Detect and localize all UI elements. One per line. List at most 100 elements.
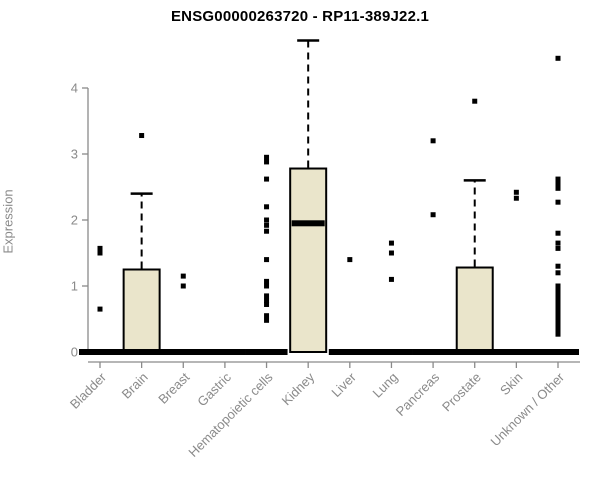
- median-line: [245, 349, 288, 355]
- x-tick-label: Bladder: [67, 369, 110, 412]
- outlier-point: [388, 240, 394, 246]
- chart-title: ENSG00000263720 - RP11-389J22.1: [170, 8, 430, 25]
- median-line: [328, 349, 371, 355]
- x-tick-label: Lung: [370, 370, 401, 401]
- outlier-point: [555, 326, 561, 332]
- x-tick-label: Brain: [119, 370, 151, 402]
- outlier-point: [264, 317, 270, 323]
- boxplot-unknown-other: [537, 55, 579, 355]
- median-line: [453, 349, 496, 355]
- median-line: [370, 349, 413, 355]
- outlier-point: [264, 228, 270, 234]
- outlier-point: [97, 245, 103, 251]
- boxplot-liver: [328, 257, 371, 355]
- y-tick-label: 3: [71, 147, 78, 162]
- median-line: [203, 349, 246, 355]
- outlier-point: [555, 270, 561, 276]
- x-tick-label: Prostate: [439, 370, 484, 415]
- outlier-point: [555, 245, 561, 251]
- outlier-point: [555, 319, 561, 325]
- median-line: [495, 349, 538, 355]
- outlier-point: [555, 230, 561, 236]
- outlier-point: [264, 204, 270, 210]
- y-tick-label: 1: [71, 279, 78, 294]
- outlier-point: [555, 313, 561, 319]
- outlier-point: [264, 217, 270, 223]
- outlier-point: [264, 278, 270, 284]
- median-line: [537, 349, 579, 355]
- outlier-point: [347, 257, 353, 263]
- x-tick-label: Pancreas: [393, 369, 443, 419]
- y-tick-label: 0: [71, 345, 78, 360]
- outlier-point: [513, 195, 519, 201]
- outlier-point: [139, 133, 145, 139]
- outlier-point: [264, 313, 270, 319]
- outlier-point: [555, 185, 561, 191]
- outlier-point: [264, 298, 270, 304]
- outlier-point: [472, 98, 478, 104]
- outlier-point: [180, 273, 186, 279]
- outlier-point: [264, 257, 270, 263]
- outlier-point: [430, 212, 436, 218]
- y-tick-label: 2: [71, 213, 78, 228]
- median-line: [79, 349, 121, 355]
- boxplot-gastric: [203, 349, 246, 355]
- boxplot-pancreas: [412, 138, 455, 355]
- outlier-point: [430, 138, 436, 144]
- outlier-point: [555, 331, 561, 337]
- median-line: [291, 220, 325, 227]
- outlier-point: [388, 276, 394, 282]
- box: [289, 167, 328, 353]
- outlier-point: [97, 250, 103, 256]
- boxplot-lung: [370, 240, 413, 355]
- outlier-point: [555, 240, 561, 246]
- box: [122, 268, 161, 353]
- outlier-point: [264, 301, 270, 307]
- boxplot-bladder: [79, 245, 121, 355]
- outlier-point: [264, 176, 270, 182]
- outlier-point: [555, 301, 561, 307]
- boxplot-skin: [495, 189, 538, 355]
- boxplot-breast: [162, 273, 205, 355]
- outlier-point: [264, 154, 270, 160]
- outlier-point: [555, 316, 561, 322]
- outlier-point: [555, 305, 561, 311]
- outlier-point: [180, 283, 186, 289]
- outlier-point: [513, 189, 519, 195]
- y-axis: 0 1 2 3 4: [71, 81, 89, 360]
- outlier-point: [264, 159, 270, 165]
- outlier-point: [97, 306, 103, 312]
- x-tick-label: Skin: [497, 370, 525, 398]
- x-tick-label: Liver: [328, 369, 359, 400]
- outlier-point: [555, 292, 561, 298]
- median-line: [120, 349, 163, 355]
- x-tick-label: Unknown / Other: [488, 369, 568, 449]
- box: [455, 266, 494, 353]
- boxplot-hematopoietic-cells: [245, 154, 288, 355]
- median-line: [412, 349, 455, 355]
- x-tick-label: Kidney: [279, 369, 318, 408]
- outlier-point: [555, 176, 561, 182]
- outlier-point: [555, 309, 561, 315]
- outlier-point: [555, 263, 561, 269]
- outlier-point: [555, 55, 561, 61]
- outlier-point: [264, 222, 270, 228]
- outlier-point: [264, 293, 270, 299]
- outlier-point: [555, 181, 561, 187]
- outlier-point: [555, 323, 561, 329]
- boxplot-kidney: [289, 39, 328, 353]
- x-tick-label: Breast: [155, 369, 192, 406]
- outlier-point: [555, 199, 561, 205]
- outlier-point: [388, 250, 394, 256]
- outlier-point: [264, 283, 270, 289]
- outlier-point: [555, 296, 561, 302]
- outlier-point: [555, 283, 561, 289]
- boxplot-brain: [120, 133, 163, 355]
- median-line: [162, 349, 205, 355]
- x-tick-label: Gastric: [194, 369, 234, 409]
- boxplot-prostate: [453, 98, 496, 355]
- outlier-point: [555, 288, 561, 294]
- y-tick-label: 4: [71, 81, 78, 96]
